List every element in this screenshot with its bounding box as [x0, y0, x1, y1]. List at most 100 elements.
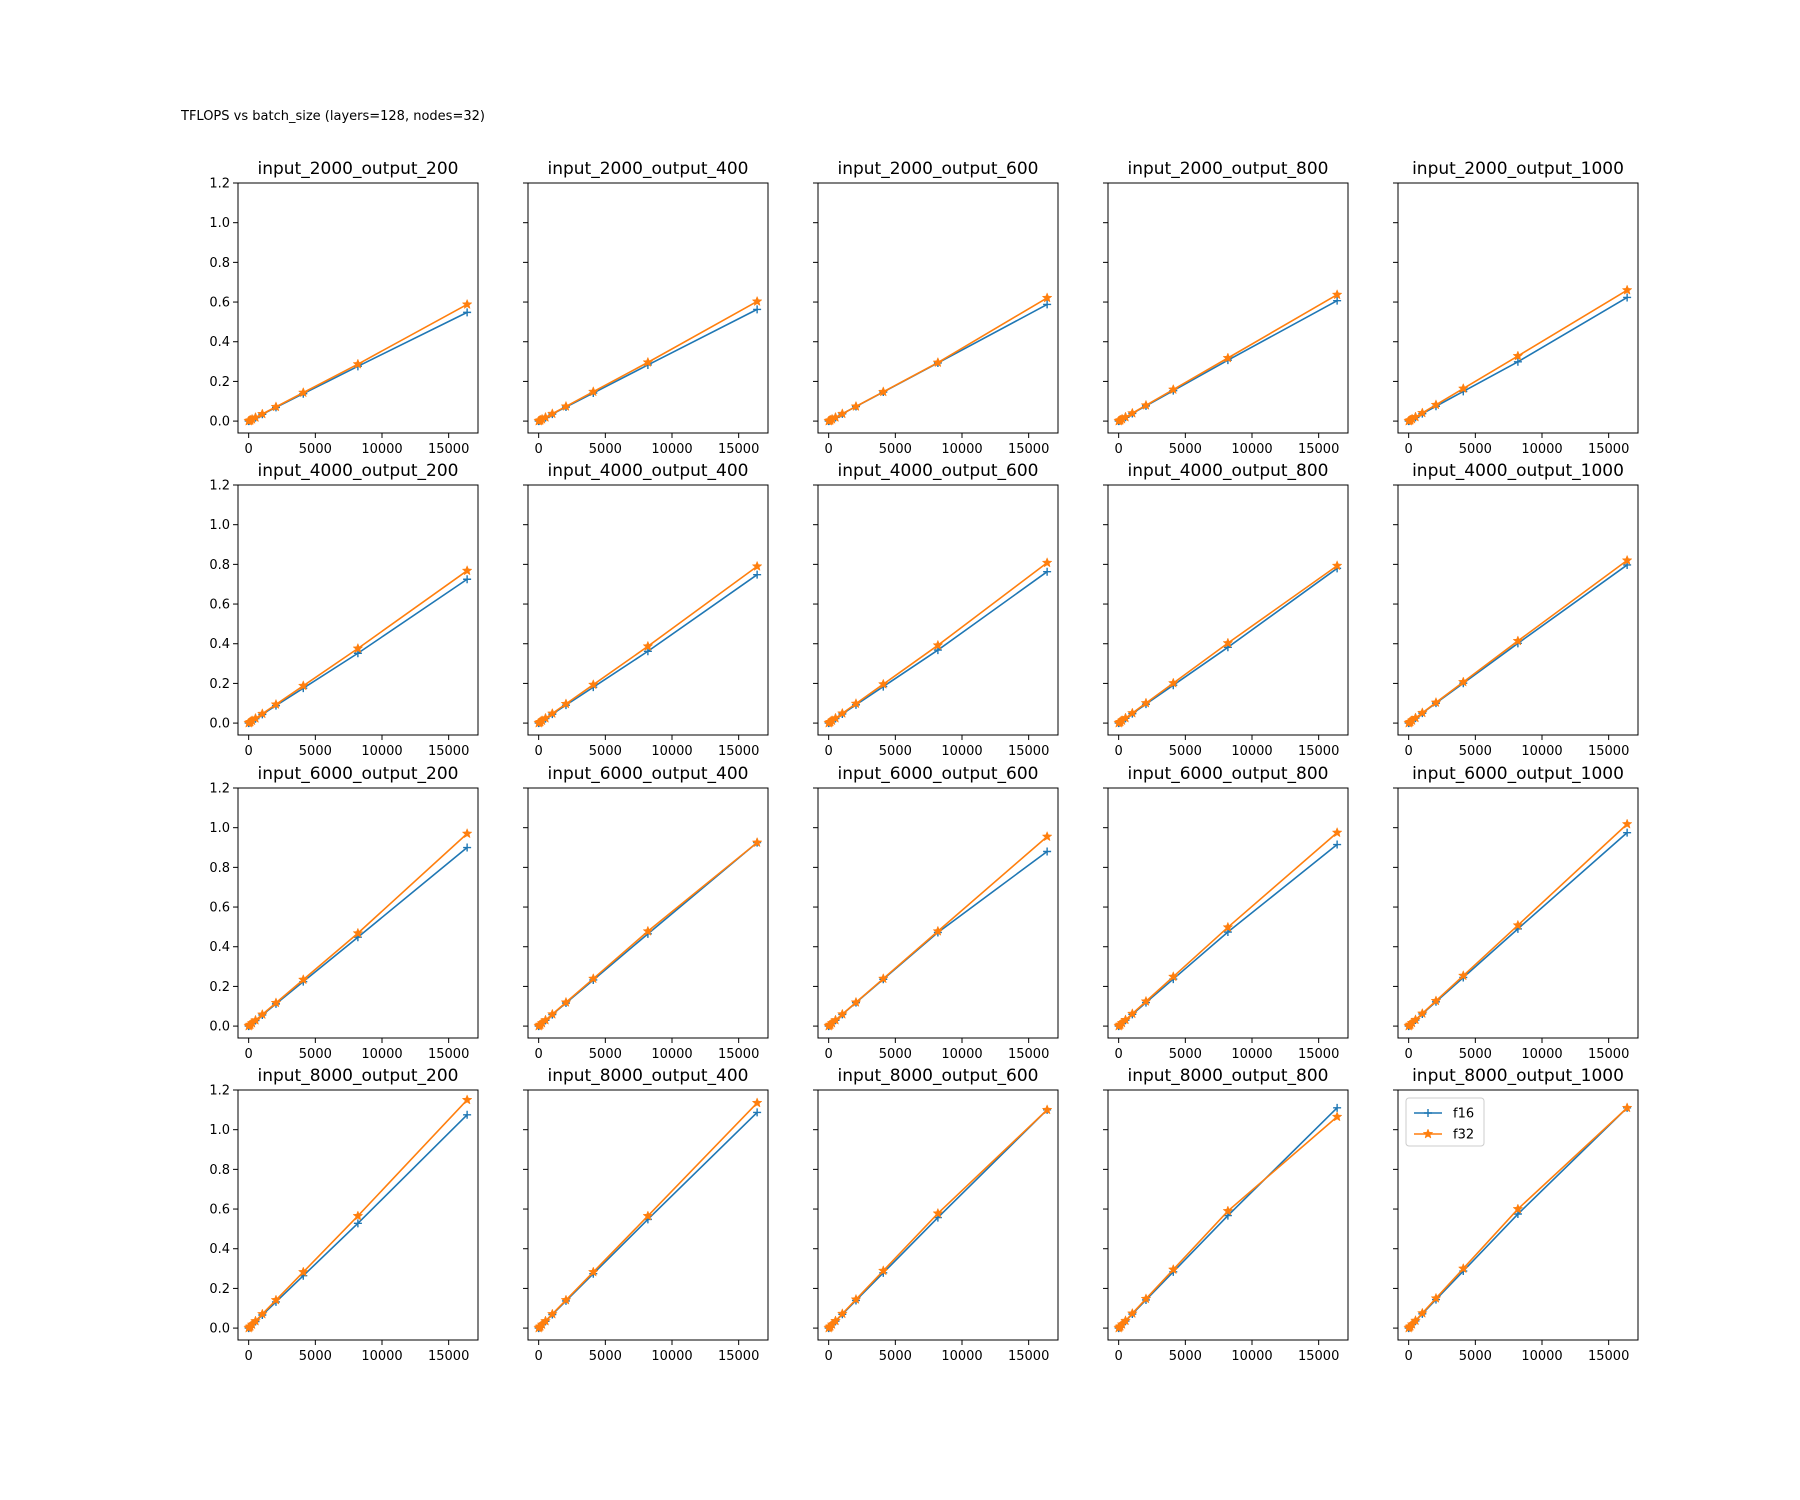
subplot-input-4000-output-800: input_4000_output_800 0 5000 10000 15000	[1103, 461, 1349, 759]
subplot-title: input_2000_output_800	[1127, 159, 1328, 179]
axes-frame	[527, 787, 769, 1039]
x-tick-label: 15000	[1298, 1047, 1339, 1062]
data-point-f32	[642, 1210, 654, 1221]
data-point-f32	[461, 298, 473, 310]
data-point-f32	[1416, 407, 1428, 418]
y-tick-label: 0.2	[209, 677, 230, 692]
data-point-f32	[1126, 1307, 1138, 1319]
data-point-f32	[830, 1315, 841, 1326]
data-point-f32	[461, 827, 473, 839]
x-tick-label: 0	[1405, 1047, 1413, 1062]
x-tick-label: 10000	[1231, 442, 1272, 457]
data-point-f32	[1167, 971, 1179, 982]
data-point-f32	[751, 836, 763, 848]
subplot-input-6000-output-200: input_6000_output_200 0 5000 10000 15000 0.0 0…	[209, 764, 479, 1062]
axes-frame	[1107, 1089, 1349, 1341]
x-tick-label: 5000	[589, 744, 622, 759]
x-tick-label: 10000	[941, 744, 982, 759]
y-tick-label: 0.8	[209, 861, 230, 876]
y-tick-label: 1.2	[209, 1084, 230, 1099]
data-point-f32	[642, 640, 654, 651]
subplot-title: input_2000_output_400	[547, 159, 748, 179]
data-point-f32	[1120, 1315, 1131, 1326]
data-point-f32	[1331, 289, 1343, 300]
subplot-input-6000-output-600: input_6000_output_600 0 5000 10000 15000	[813, 764, 1059, 1062]
x-tick-label: 5000	[589, 442, 622, 457]
x-tick-label: 5000	[1169, 442, 1202, 457]
subplot-title: input_8000_output_400	[547, 1066, 748, 1086]
x-tick-label: 5000	[1459, 744, 1492, 759]
subplot-title: input_6000_output_600	[837, 764, 1038, 784]
x-tick-label: 0	[825, 1349, 833, 1364]
x-tick-label: 0	[245, 1047, 253, 1062]
data-point-f32	[642, 925, 654, 936]
data-point-f32	[270, 401, 282, 412]
legend-label-f16: f16	[1453, 1107, 1474, 1122]
data-point-f32	[877, 1265, 889, 1276]
subplot-input-2000-output-1000: input_2000_output_1000 0 5000 10000 15000	[1393, 159, 1639, 457]
data-point-f32	[1140, 995, 1152, 1006]
data-point-f32	[1621, 284, 1633, 295]
data-point-f32	[256, 408, 268, 419]
subplot-input-8000-output-800: input_8000_output_800 0 5000 10000 15000	[1103, 1066, 1349, 1364]
data-point-f32	[1120, 411, 1131, 422]
y-tick-label: 1.0	[209, 1123, 230, 1138]
data-point-f32	[1222, 352, 1234, 363]
x-tick-label: 5000	[299, 1047, 332, 1062]
data-point-f32	[1621, 554, 1633, 565]
data-point-f32	[1222, 921, 1234, 932]
y-tick-label: 0.0	[209, 717, 230, 732]
x-tick-label: 5000	[1459, 1349, 1492, 1364]
axes-frame	[237, 787, 479, 1039]
subplot-title: input_8000_output_600	[837, 1066, 1038, 1086]
data-point-f16	[353, 1219, 362, 1228]
x-tick-label: 0	[1115, 1047, 1123, 1062]
data-point-f32	[297, 680, 309, 691]
y-tick-label: 0.6	[209, 296, 230, 311]
x-tick-label: 15000	[1298, 1349, 1339, 1364]
y-tick-label: 0.6	[209, 1203, 230, 1218]
x-tick-label: 10000	[1231, 1349, 1272, 1364]
axes-frame	[817, 484, 1059, 736]
subplot-title: input_2000_output_1000	[1412, 159, 1624, 179]
data-point-f32	[461, 1094, 473, 1105]
x-tick-label: 10000	[1521, 1047, 1562, 1062]
data-point-f32	[1167, 383, 1179, 395]
legend-marker-f16	[1424, 1109, 1432, 1117]
x-tick-label: 15000	[718, 442, 759, 457]
data-point-f32	[932, 639, 944, 650]
data-point-f32	[352, 642, 364, 654]
data-point-f32	[850, 1293, 862, 1305]
data-point-f16	[463, 575, 472, 584]
subplot-grid: input_2000_output_200 0 5000 10000 15000 0.0 0…	[209, 159, 1639, 1364]
x-tick-label: 10000	[1231, 744, 1272, 759]
y-tick-label: 0.4	[209, 335, 230, 350]
subplot-input-6000-output-800: input_6000_output_800 0 5000 10000 15000	[1103, 764, 1349, 1062]
data-point-f32	[540, 411, 551, 423]
data-point-f32	[1331, 826, 1343, 838]
data-point-f32	[1167, 677, 1179, 688]
y-tick-label: 1.2	[209, 177, 230, 192]
subplot-title: input_4000_output_1000	[1412, 461, 1624, 481]
data-point-f32	[1126, 1008, 1138, 1019]
x-tick-label: 0	[245, 1349, 253, 1364]
subplot-input-6000-output-1000: input_6000_output_1000 0 5000 10000 15000	[1393, 764, 1639, 1062]
subplot-input-4000-output-400: input_4000_output_400 0 5000 10000 15000	[523, 461, 769, 759]
axes-frame	[237, 1089, 479, 1341]
x-tick-label: 0	[245, 744, 253, 759]
subplot-input-4000-output-1000: input_4000_output_1000 0 5000 10000 15000	[1393, 461, 1639, 759]
data-point-f32	[1430, 1292, 1442, 1303]
data-point-f32	[560, 400, 572, 412]
data-point-f32	[1512, 1203, 1524, 1214]
subplot-title: input_4000_output_800	[1127, 461, 1328, 481]
x-tick-label: 10000	[361, 1349, 402, 1364]
data-point-f16	[1623, 293, 1632, 302]
x-tick-label: 5000	[879, 1047, 912, 1062]
y-tick-label: 0.2	[209, 1282, 230, 1297]
subplot-input-2000-output-800: input_2000_output_800 0 5000 10000 15000	[1103, 159, 1349, 457]
x-tick-label: 15000	[1298, 744, 1339, 759]
data-point-f16	[1623, 828, 1632, 837]
data-point-f32	[1457, 382, 1469, 394]
data-point-f32	[587, 1266, 599, 1277]
